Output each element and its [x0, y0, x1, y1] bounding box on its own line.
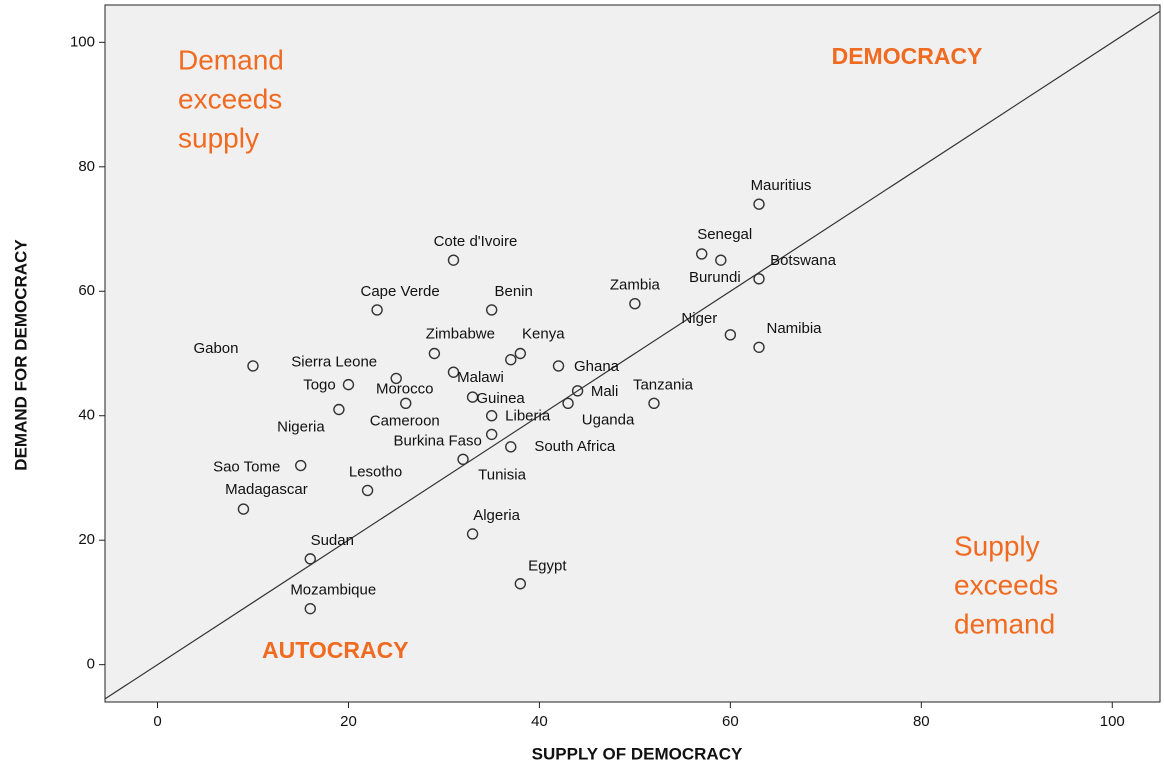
point-label: Tunisia — [478, 466, 526, 483]
data-point — [552, 360, 565, 372]
point-label: Senegal — [697, 226, 752, 243]
point-label: Guinea — [476, 390, 525, 407]
data-point — [333, 403, 345, 416]
data-point — [247, 360, 259, 372]
data-point — [361, 484, 374, 497]
point-label: Cote d'Ivoire — [434, 233, 518, 250]
y-axis-title: DEMAND FOR DEMOCRACY — [11, 239, 30, 471]
point-label: Morocco — [376, 380, 434, 397]
y-tick-label: 40 — [78, 407, 95, 424]
point-label: Nigeria — [277, 418, 325, 435]
annotation: demand — [954, 608, 1055, 639]
data-point — [629, 298, 641, 310]
data-point — [304, 602, 316, 615]
data-point — [390, 372, 402, 385]
data-point — [753, 198, 765, 210]
point-label: Uganda — [582, 411, 635, 428]
point-label: Liberia — [505, 408, 551, 425]
data-point — [371, 304, 383, 316]
point-label: South Africa — [534, 438, 616, 455]
point-label: Egypt — [528, 558, 567, 575]
y-tick-label: 20 — [78, 531, 95, 548]
point-label: Burkina Faso — [393, 432, 481, 449]
y-tick-label: 60 — [78, 282, 95, 299]
annotation: exceeds — [178, 83, 282, 114]
point-label: Mali — [591, 383, 619, 400]
point-label: Ghana — [574, 358, 620, 375]
data-point — [485, 428, 498, 441]
data-point — [466, 391, 479, 403]
annotation: supply — [178, 122, 259, 153]
point-label: Kenya — [522, 325, 565, 342]
point-label: Namibia — [766, 320, 822, 337]
annotation: exceeds — [954, 569, 1058, 600]
point-label: Botswana — [770, 252, 837, 269]
data-point — [562, 397, 574, 409]
data-point — [753, 341, 765, 353]
point-label: Algeria — [473, 507, 520, 524]
y-tick-label: 80 — [78, 158, 95, 175]
point-label: Gabon — [193, 340, 238, 357]
point-label: Mozambique — [290, 582, 376, 599]
point-label: Mauritius — [751, 177, 812, 194]
data-point — [505, 441, 517, 453]
equality-line — [104, 10, 1161, 700]
x-tick-label: 80 — [913, 713, 930, 730]
point-label: Tanzania — [633, 376, 694, 393]
point-label: Zambia — [610, 277, 661, 294]
point-label: Zimbabwe — [426, 325, 495, 342]
data-point — [466, 528, 479, 540]
x-axis-title: SUPPLY OF DEMOCRACY — [532, 744, 743, 763]
point-label: Togo — [303, 377, 336, 394]
annotation: Demand — [178, 44, 284, 75]
data-point — [447, 254, 460, 266]
data-point — [514, 578, 527, 590]
data-point — [237, 503, 250, 515]
point-label: Sao Tome — [213, 458, 280, 475]
x-tick-label: 100 — [1100, 713, 1125, 730]
data-point — [505, 354, 517, 366]
point-label: Burundi — [689, 269, 741, 286]
point-label: Niger — [681, 310, 717, 327]
x-tick-label: 0 — [153, 713, 161, 730]
data-point — [304, 553, 316, 565]
annotation: AUTOCRACY — [262, 637, 409, 663]
point-label: Cameroon — [370, 413, 440, 430]
data-point — [715, 254, 727, 266]
data-point — [342, 378, 355, 391]
data-point — [485, 304, 498, 316]
data-point — [457, 453, 469, 465]
data-point — [571, 385, 584, 397]
x-tick-label: 40 — [531, 713, 548, 730]
y-tick-label: 100 — [70, 33, 95, 50]
annotation: DEMOCRACY — [832, 43, 983, 69]
point-label: Sierra Leone — [291, 353, 377, 370]
point-label: Cape Verde — [360, 283, 439, 300]
point-label: Benin — [494, 283, 532, 300]
plot-area — [104, 4, 1161, 703]
point-label: Lesotho — [349, 463, 402, 480]
point-label: Malawi — [457, 369, 504, 386]
y-tick-label: 0 — [87, 656, 95, 673]
data-point — [485, 410, 498, 422]
data-point — [428, 347, 441, 360]
data-point — [514, 347, 527, 360]
data-point — [648, 397, 660, 409]
data-point — [447, 366, 460, 378]
point-label: Madagascar — [225, 481, 308, 498]
data-point — [400, 397, 412, 409]
point-label: Sudan — [311, 532, 354, 549]
x-tick-label: 60 — [722, 713, 739, 730]
data-point — [724, 329, 737, 341]
data-point — [696, 248, 708, 260]
data-point — [753, 273, 765, 285]
x-tick-label: 20 — [340, 713, 357, 730]
annotation: Supply — [954, 530, 1040, 561]
data-point — [295, 459, 307, 472]
